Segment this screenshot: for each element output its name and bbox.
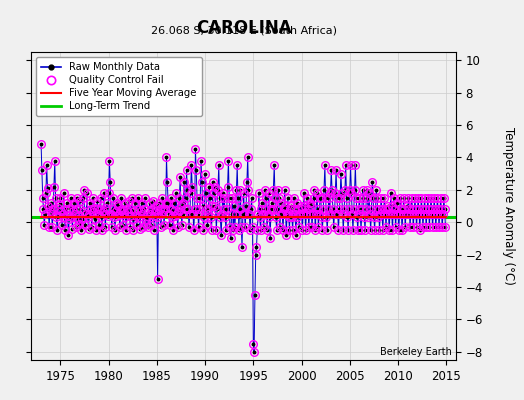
Y-axis label: Temperature Anomaly (°C): Temperature Anomaly (°C) [503,127,516,285]
Text: Berkeley Earth: Berkeley Earth [380,347,452,357]
Title: CAROLINA: CAROLINA [196,18,291,36]
Text: 26.068 S, 30.118 E (South Africa): 26.068 S, 30.118 E (South Africa) [151,25,336,35]
Legend: Raw Monthly Data, Quality Control Fail, Five Year Moving Average, Long-Term Tren: Raw Monthly Data, Quality Control Fail, … [37,57,202,116]
